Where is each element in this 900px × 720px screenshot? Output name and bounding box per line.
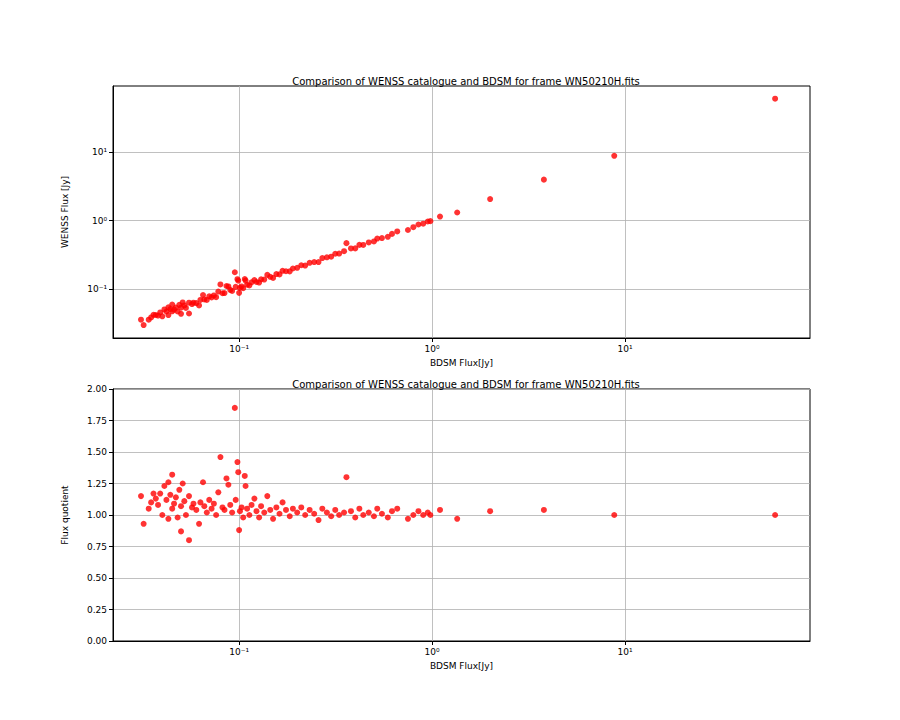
svg-text:10⁻¹: 10⁻¹ <box>229 344 249 354</box>
svg-text:1.00: 1.00 <box>87 510 107 520</box>
svg-text:10¹: 10¹ <box>617 647 632 657</box>
svg-text:0.50: 0.50 <box>87 573 107 583</box>
svg-text:Comparison of WENSS catalogue: Comparison of WENSS catalogue and BDSM f… <box>292 379 640 390</box>
svg-text:BDSM Flux[Jy]: BDSM Flux[Jy] <box>430 358 493 368</box>
svg-text:10¹: 10¹ <box>92 147 107 157</box>
svg-text:1.50: 1.50 <box>87 447 107 457</box>
svg-text:10¹: 10¹ <box>617 344 632 354</box>
svg-text:10⁻¹: 10⁻¹ <box>229 647 249 657</box>
svg-text:2.00: 2.00 <box>87 384 107 394</box>
svg-text:10⁰: 10⁰ <box>425 647 440 657</box>
svg-text:1.25: 1.25 <box>87 479 107 489</box>
svg-text:0.25: 0.25 <box>87 605 107 615</box>
svg-text:Flux quotient: Flux quotient <box>60 485 70 545</box>
svg-text:0.00: 0.00 <box>87 636 107 646</box>
svg-text:10⁰: 10⁰ <box>92 216 107 226</box>
svg-text:BDSM Flux[Jy]: BDSM Flux[Jy] <box>430 661 493 671</box>
svg-text:Comparison of WENSS catalogue: Comparison of WENSS catalogue and BDSM f… <box>292 76 640 87</box>
svg-text:0.75: 0.75 <box>87 542 107 552</box>
svg-text:10⁻¹: 10⁻¹ <box>87 284 107 294</box>
svg-text:10⁰: 10⁰ <box>425 344 440 354</box>
svg-text:WENSS Flux [Jy]: WENSS Flux [Jy] <box>60 176 70 248</box>
svg-text:1.75: 1.75 <box>87 416 107 426</box>
